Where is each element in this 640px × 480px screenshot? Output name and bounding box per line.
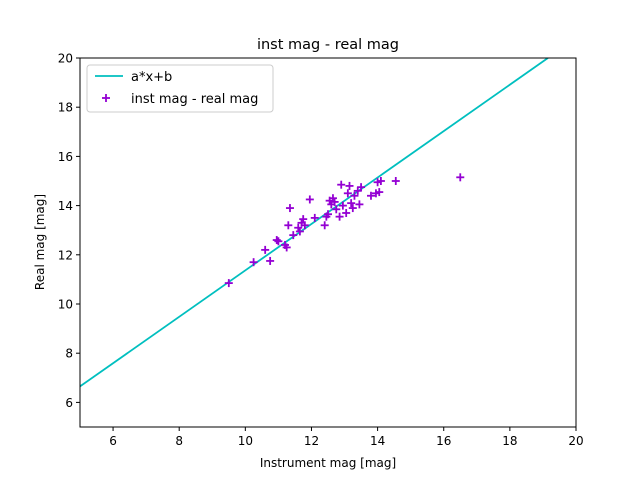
data-point xyxy=(299,215,308,224)
data-point xyxy=(345,181,354,190)
legend: a*x+b inst mag - real mag xyxy=(86,64,274,113)
x-tick-label: 16 xyxy=(436,434,451,448)
data-point xyxy=(272,236,281,245)
y-tick-label: 18 xyxy=(58,101,73,115)
y-tick-label: 14 xyxy=(58,199,73,213)
x-tick-label: 8 xyxy=(175,434,183,448)
legend-marker-swatch xyxy=(102,94,110,102)
data-point xyxy=(335,212,344,221)
plot-frame xyxy=(79,57,577,428)
data-point xyxy=(324,210,332,219)
x-tick-label: 10 xyxy=(238,434,253,448)
legend-box xyxy=(86,64,274,113)
data-point xyxy=(376,177,385,185)
plot-area xyxy=(79,57,577,428)
x-axis: 6 8 10 12 14 16 18 20 xyxy=(109,427,584,448)
data-point xyxy=(284,221,293,230)
y-tick-label: 20 xyxy=(58,52,73,66)
x-axis-label: Instrument mag [mag] xyxy=(260,456,396,470)
data-point xyxy=(249,258,258,267)
x-tick-label: 18 xyxy=(502,434,517,448)
data-point xyxy=(338,201,347,210)
data-point xyxy=(310,213,319,222)
data-point xyxy=(261,245,270,254)
data-point xyxy=(282,243,291,252)
data-point xyxy=(224,279,233,288)
data-point xyxy=(366,191,375,200)
chart-title: inst mag - real mag xyxy=(257,37,399,53)
data-point xyxy=(337,180,346,189)
data-point xyxy=(347,199,356,208)
legend-label-fit: a*x+b xyxy=(131,70,172,85)
data-point xyxy=(348,204,357,213)
y-tick-label: 12 xyxy=(58,248,73,262)
y-tick-label: 16 xyxy=(58,150,73,164)
data-point xyxy=(328,194,337,203)
data-point xyxy=(305,195,314,204)
data-point xyxy=(456,173,465,182)
x-tick-label: 6 xyxy=(109,434,117,448)
data-point xyxy=(357,183,366,192)
x-tick-label: 12 xyxy=(304,434,319,448)
data-point xyxy=(332,205,341,214)
legend-label-scatter: inst mag - real mag xyxy=(131,92,258,107)
data-point xyxy=(285,204,294,213)
data-point xyxy=(330,197,339,206)
x-tick-label: 14 xyxy=(370,434,385,448)
y-axis-label: Real mag [mag] xyxy=(33,194,47,290)
data-point xyxy=(342,208,351,217)
data-point xyxy=(266,256,275,265)
data-point xyxy=(295,227,304,236)
y-tick-label: 8 xyxy=(65,347,73,361)
y-tick-label: 6 xyxy=(65,396,73,410)
data-point xyxy=(320,221,329,230)
legend-plus-marker xyxy=(102,94,110,102)
y-tick-label: 10 xyxy=(58,298,73,312)
x-tick-label: 20 xyxy=(568,434,583,448)
y-axis: 6 8 10 12 14 16 18 20 xyxy=(58,52,80,410)
data-point xyxy=(274,237,283,246)
data-point xyxy=(294,223,303,232)
data-point xyxy=(391,177,400,185)
data-point xyxy=(300,221,309,230)
fit-line xyxy=(80,58,549,388)
data-point xyxy=(343,189,352,198)
data-point xyxy=(375,188,384,197)
data-point xyxy=(289,231,298,240)
data-point xyxy=(355,200,364,209)
data-point xyxy=(350,191,359,200)
